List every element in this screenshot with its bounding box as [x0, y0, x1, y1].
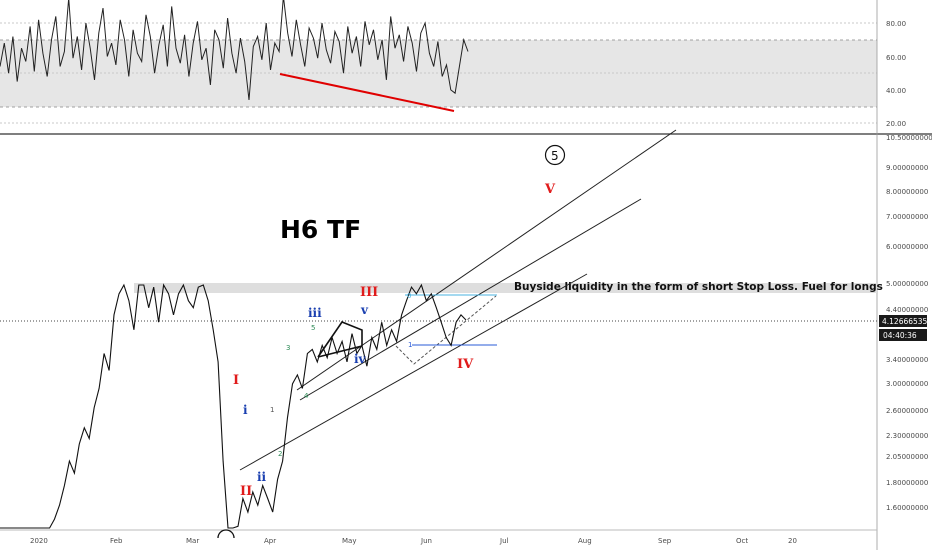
- rsi-band: [0, 40, 877, 107]
- triangle-pattern: [317, 321, 363, 358]
- wave-label-III: III: [360, 285, 378, 300]
- x-tick-label: 20: [788, 537, 797, 545]
- rsi-panel: 80.00 60.00 40.00 20.00: [0, 0, 906, 128]
- x-tick-label: Jul: [499, 537, 509, 545]
- rsi-tick-label: 40.00: [886, 87, 906, 95]
- channel-middle-line: [299, 198, 642, 401]
- x-tick-label: May: [342, 537, 356, 545]
- liquidity-annotation: Buyside liquidity in the form of short S…: [514, 281, 883, 293]
- x-tick-label: Sep: [658, 537, 672, 545]
- countdown-tag: [879, 329, 927, 341]
- rsi-tick-label: 80.00: [886, 20, 906, 28]
- wave-label-V: V: [544, 182, 556, 197]
- wave-label-sub-2: 2: [278, 450, 282, 458]
- fib-label-0: 0: [407, 292, 411, 300]
- x-tick-label: Jun: [420, 537, 432, 545]
- rsi-tick-label: 20.00: [886, 120, 906, 128]
- wave-label-sub-1: 1: [270, 406, 274, 414]
- wave-label-II: II: [240, 484, 252, 499]
- price-tick-label: 2.60000000: [886, 407, 928, 415]
- rsi-divergence-line: [279, 73, 455, 112]
- liquidity-zone: [134, 283, 877, 293]
- price-tick-label: 4.40000000: [886, 306, 928, 314]
- current-price-tag: [879, 315, 927, 327]
- price-tick-label: 1.80000000: [886, 479, 928, 487]
- rsi-tick-label: 60.00: [886, 54, 906, 62]
- price-axis: 10.50000000 9.00000000 8.00000000 7.0000000…: [886, 134, 932, 512]
- x-tick-label: Feb: [110, 537, 123, 545]
- x-tick-label: Apr: [264, 537, 276, 545]
- current-price-label: 4.12666535: [882, 317, 928, 326]
- x-tick-label: Mar: [186, 537, 199, 545]
- chart-title: H6 TF: [280, 215, 361, 244]
- wave-label-v: v: [360, 303, 369, 317]
- wave-label-I: I: [233, 373, 239, 388]
- projection-dashed: [395, 295, 497, 365]
- x-tick-label: Aug: [578, 537, 592, 545]
- bottom-circle-marker: [217, 529, 235, 539]
- wave-label-iii: iii: [308, 306, 322, 320]
- wave-label-sub-3: 3: [286, 344, 290, 352]
- price-tick-label: 8.00000000: [886, 188, 928, 196]
- price-tick-label: 9.00000000: [886, 164, 928, 172]
- countdown-label: 04:40:36: [883, 331, 917, 340]
- x-axis: 2020 Feb Mar Apr May Jun Jul Aug Sep Oct 20: [30, 537, 797, 545]
- wave-label-iv: iv: [354, 352, 367, 366]
- channel-lower-line: [239, 273, 588, 471]
- channel-upper-line: [296, 129, 677, 391]
- wave-label-ii: ii: [257, 470, 267, 484]
- x-tick-label: 2020: [30, 537, 48, 545]
- wave-label-sub-4: 4: [304, 392, 309, 400]
- fib-label-1: 1: [408, 341, 412, 349]
- price-tick-label: 5.00000000: [886, 280, 928, 288]
- wave-label-sub-5: 5: [311, 324, 315, 332]
- triangle-base: [317, 345, 363, 358]
- x-tick-label: Oct: [736, 537, 748, 545]
- circled-wave-label: 5: [551, 149, 559, 163]
- price-tick-label: 2.30000000: [886, 432, 928, 440]
- price-tick-label: 3.00000000: [886, 380, 928, 388]
- price-tick-label: 7.00000000: [886, 213, 928, 221]
- price-line: [0, 283, 467, 529]
- price-tick-label: 3.40000000: [886, 356, 928, 364]
- wave-label-i: i: [243, 403, 248, 417]
- circled-wave-marker: [544, 144, 566, 166]
- rsi-line: [0, 0, 469, 100]
- price-tick-label: 2.05000000: [886, 453, 928, 461]
- wave-label-IV: IV: [457, 357, 474, 372]
- price-tick-label: 1.60000000: [886, 504, 928, 512]
- price-tick-label: 6.00000000: [886, 243, 928, 251]
- rsi-axis: 80.00 60.00 40.00 20.00: [886, 20, 906, 128]
- price-tick-label: 10.50000000: [886, 134, 932, 142]
